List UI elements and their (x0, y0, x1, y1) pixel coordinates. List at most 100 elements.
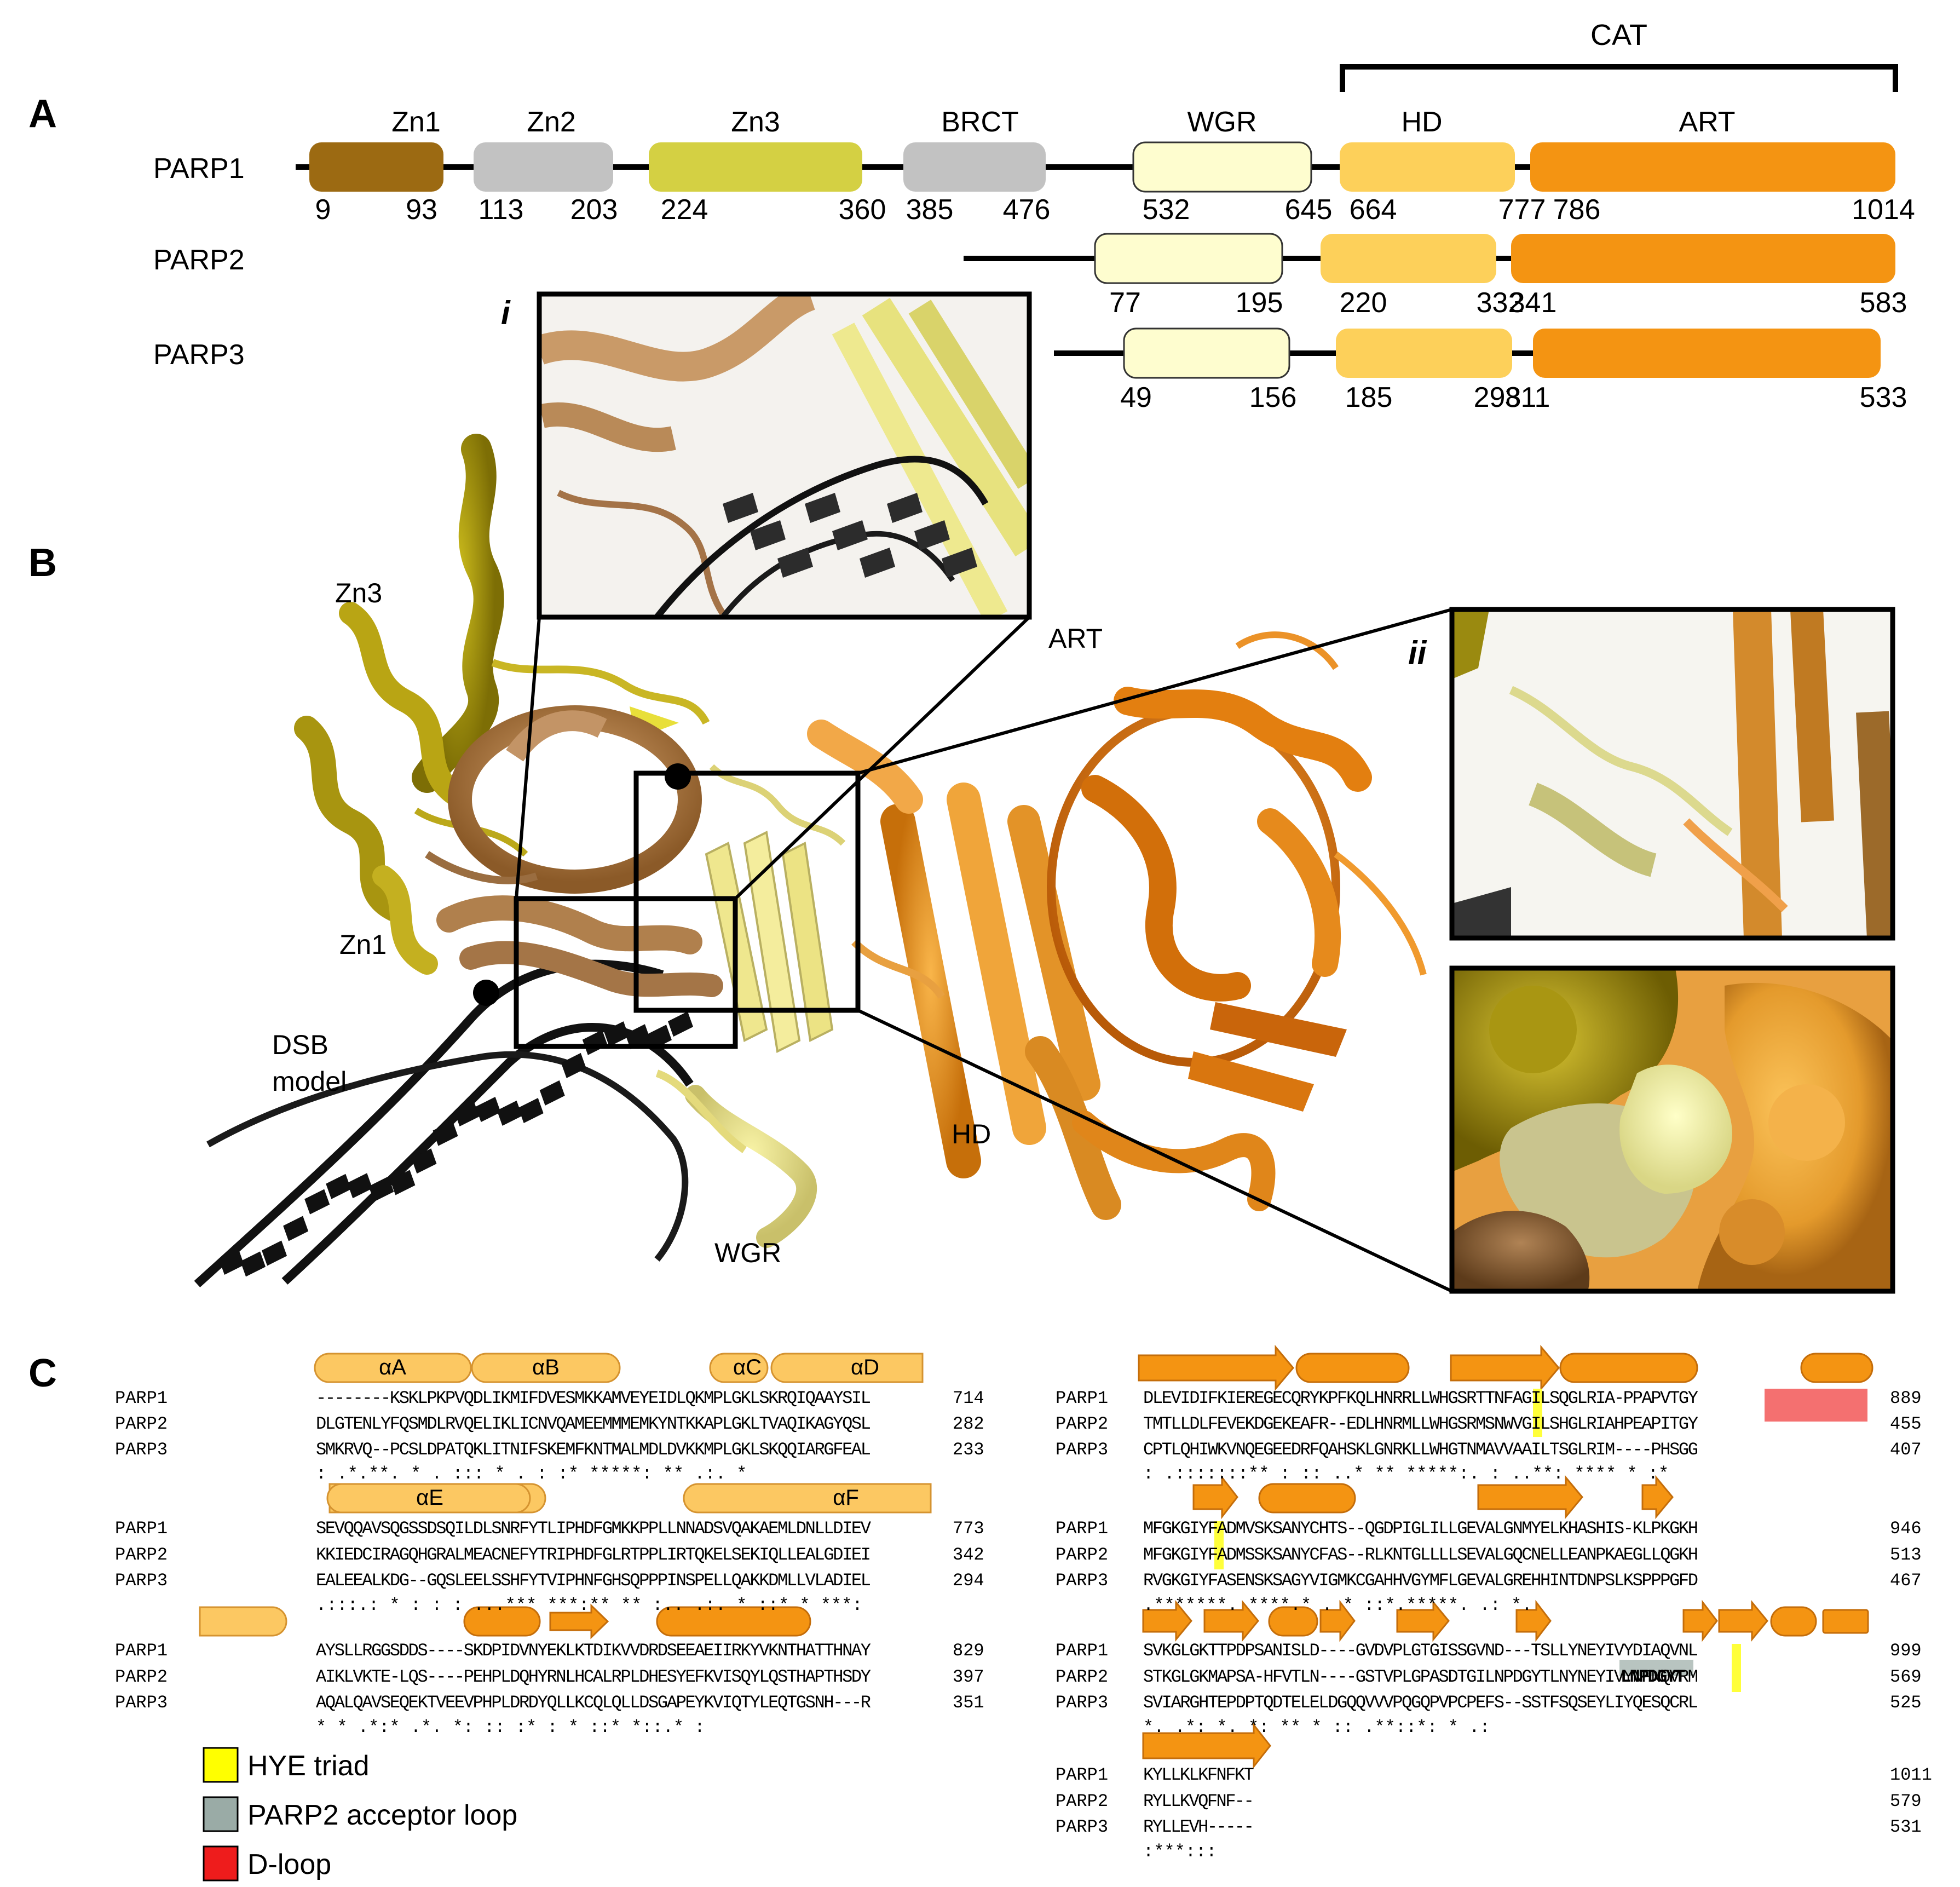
domain-box (1336, 329, 1512, 378)
alignment-consensus: .*******. ****.* . * ::*.*****. .: *. (1143, 1595, 1532, 1615)
domain-box (649, 142, 862, 192)
zoom-boxes (514, 608, 1453, 1293)
domain-start: 224 (661, 194, 708, 226)
alignment-protein-name: PARP3 (115, 1570, 168, 1591)
alignment-sequence: DLGTENLYFQSMDLRVQELIKLICNVQAMEEMMMEMKYNT… (316, 1414, 871, 1434)
dna-base (832, 520, 868, 550)
alignment-residue-number: 946 (1890, 1518, 1922, 1539)
alignment-protein-name: PARP2 (115, 1667, 168, 1687)
alignment-protein-name: PARP3 (1056, 1817, 1108, 1837)
domain-architecture: PARP1 Zn1 9 93 Zn2 113 203 Zn3 224 360 BRCT 385 476 W… (153, 106, 1915, 413)
domain-box (1530, 142, 1895, 192)
alignment-sequence: KKIEDCIRAGQHGRALMEACNEFYTRIPHDFGLRTPPLIR… (316, 1545, 871, 1565)
alignment-block: PARP1 AYSLLRGGSDDS----SKDPIDVNYEKLKTDIKVV… (115, 1641, 984, 1738)
dna-base (347, 1173, 373, 1199)
domain-label: HD (1401, 106, 1442, 138)
domain-box (474, 142, 613, 192)
alignment-sequence: --------KSKLPKPVQDLIKMIFDVESMKKAMVEYEIDL… (316, 1388, 871, 1408)
alignment-sequence: MFGKGIYFADMSSKSANYCFAS--RLKNTGLLLLSEVALG… (1143, 1545, 1698, 1565)
domain-label: WGR (1187, 106, 1256, 138)
dna-base (433, 1120, 458, 1146)
zn1-domain (425, 705, 723, 1006)
domain-end: 1014 (1852, 194, 1915, 226)
legend-item: PARP2 acceptor loop (203, 1796, 517, 1832)
domain-end: 156 (1249, 382, 1297, 413)
dna-base (603, 1021, 629, 1047)
alignment-sequence: SMKRVQ--PCSLDPATQKLITNIFSKEMFKNTMALMDLDV… (316, 1440, 871, 1460)
cat-bracket: CAT (1340, 19, 1898, 92)
alignment-residue-number: 579 (1890, 1791, 1922, 1811)
alignment-sequence: EALEEALKDG--GQSLEELSSHFYTVIPHNFGHSQPPPIN… (316, 1570, 871, 1591)
alignment-sequence: STKGLGKMAPSA-HFVTLN----GSTVPLGPASDTGILNP… (1143, 1667, 1698, 1687)
alignment-residue-number: 233 (953, 1440, 984, 1460)
domain-start: 532 (1143, 194, 1190, 226)
domain-end: 195 (1236, 287, 1283, 319)
dna-base (497, 1100, 522, 1126)
alignment-protein-name: PARP1 (1056, 1388, 1108, 1408)
alignment-block: PARP1 MFGKGIYFADMVSKSANYCHTS--QGDPIGLILLG… (1056, 1518, 1922, 1615)
legend-item: D-loop (203, 1845, 331, 1882)
zn3-label: Zn3 (335, 578, 382, 608)
inset-i: i (501, 291, 1032, 620)
alignment-block: PARP1 DLEVIDIFKIEREGECQRYKPFKQLHNRRLLWHGS… (1056, 1388, 1922, 1484)
alignment-protein-name: PARP3 (1056, 1693, 1108, 1713)
legend-swatch (203, 1796, 239, 1832)
dna-base (625, 1024, 650, 1050)
alignment-block: PARP1 SEVQQAVSQGSSDSQILDLSNRFYTLIPHDFGMKK… (115, 1518, 984, 1615)
helix-label: αB (532, 1355, 560, 1379)
alignment-block: PARP1 SVKGLGKTTPDPSANISLD----GVDVPLGTGISS… (1056, 1641, 1922, 1738)
domain-end: 298 (1474, 382, 1521, 413)
domain-label: ART (1679, 106, 1735, 138)
dna-base (668, 1011, 693, 1037)
art-domain (1047, 631, 1427, 1211)
alignment-consensus: *. .*: *. *: ** * :: .**::*: * .: (1143, 1717, 1490, 1738)
domain-box (1094, 233, 1283, 284)
dna-base (942, 548, 977, 578)
alignment-residue-number: 569 (1890, 1667, 1922, 1687)
alignment-protein-name: PARP2 (115, 1545, 168, 1565)
domain-box (1123, 327, 1290, 379)
dna-base (561, 1052, 586, 1078)
alignment-protein-name: PARP3 (1056, 1440, 1108, 1460)
sequence-highlights (1214, 1389, 1867, 1692)
d-loop-highlight (1765, 1389, 1867, 1422)
domain-end: 476 (1003, 194, 1051, 226)
dna-base (723, 493, 758, 523)
domain-start: 9 (315, 194, 331, 226)
dna-base (518, 1098, 544, 1124)
alignment-sequence: CPTLQHIWKVNQEGEEDRFQAHSKLGNRKLLWHGTNMAVV… (1143, 1440, 1698, 1460)
domain-end: 583 (1860, 287, 1907, 319)
dna-base (475, 1097, 501, 1123)
alignment-protein-name: PARP1 (1056, 1765, 1108, 1785)
domain-end: 533 (1860, 382, 1907, 413)
alignment-sequence: AYSLLRGGSDDS----SKDPIDVNYEKLKTDIKVVDRDSE… (316, 1641, 871, 1661)
legend-label: PARP2 acceptor loop (247, 1799, 517, 1831)
alignment-protein-name: PARP1 (1056, 1518, 1108, 1539)
alignment-sequence: RYLLKVQFNF-- (1143, 1791, 1254, 1811)
alignment-block: PARP1 KYLLKLKFNFKT 1011 PARP2 RYLLKVQFNF-- 57… (1056, 1765, 1932, 1862)
helix-label: αE (416, 1486, 443, 1510)
dna-base (283, 1216, 309, 1241)
domain-end: 93 (406, 194, 437, 226)
domain-end: 360 (839, 194, 886, 226)
alignment-block: PARP1 --------KSKLPKPVQDLIKMIFDVESMKKAMVE… (115, 1388, 984, 1484)
domain-box (1321, 234, 1496, 283)
alignment-sequence: RYLLEVH----- (1143, 1817, 1254, 1837)
domain-box (1340, 142, 1515, 192)
dsb-model (194, 959, 694, 1287)
helix-label: αA (379, 1355, 406, 1379)
alignment-residue-number: 467 (1890, 1570, 1922, 1591)
alignment-residue-number: 999 (1890, 1641, 1922, 1661)
alignment-sequence: DLEVIDIFKIEREGECQRYKPFKQLHNRRLLWHGSRTTNF… (1143, 1388, 1698, 1408)
dna-base (262, 1240, 287, 1266)
domain-end: 777 (1498, 194, 1546, 226)
legend-label: D-loop (247, 1849, 331, 1880)
domain-label: Zn1 (391, 106, 441, 138)
legend-swatch (203, 1747, 239, 1783)
hye-highlight-e (1732, 1644, 1741, 1692)
hye-highlight-h (1533, 1389, 1542, 1437)
alignment-residue-number: 294 (953, 1570, 984, 1591)
